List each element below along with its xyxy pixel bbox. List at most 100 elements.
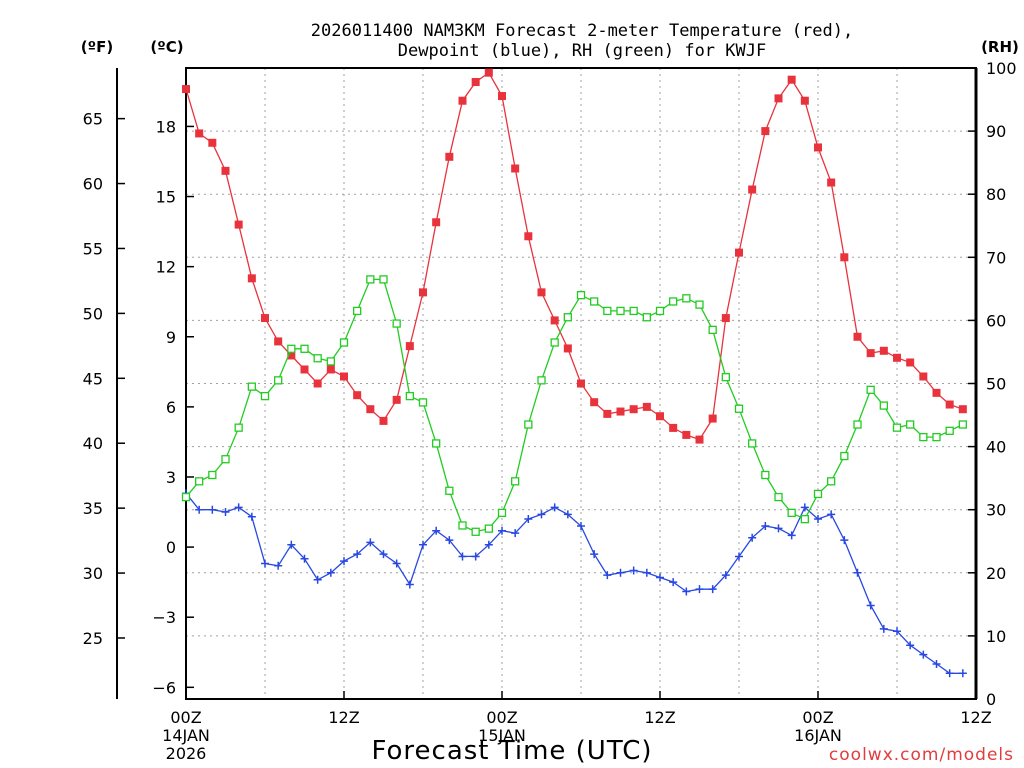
rh-tick-label: 20 (986, 564, 1006, 583)
temperature-point (445, 152, 454, 161)
temperature-point (261, 314, 269, 323)
x-tick-label: 12Z (328, 708, 359, 727)
dewpoint-point (445, 536, 454, 545)
dewpoint-point (458, 552, 467, 561)
dewpoint-point (577, 522, 585, 531)
temperature-point (340, 372, 348, 381)
rh-point (181, 492, 191, 502)
x-axis-label: Forecast Time (UTC) (371, 736, 652, 766)
dewpoint-point (590, 550, 599, 559)
rh-point (247, 382, 256, 391)
temperature-point (656, 412, 664, 421)
rh-point (761, 470, 770, 480)
dewpoint-point (695, 585, 704, 594)
temperature-point (695, 435, 704, 444)
temperature-point (550, 316, 559, 325)
rh-point (892, 423, 902, 432)
dewpoint-point (945, 669, 954, 678)
rh-point (392, 319, 401, 328)
temperature-point (721, 314, 730, 323)
temperature-point (669, 423, 678, 432)
rh-point (734, 404, 744, 413)
dewpoint-point (800, 503, 809, 512)
rh-point (353, 306, 362, 316)
rh-point (932, 432, 941, 442)
temperature-point (893, 353, 901, 362)
dewpoint-point (761, 522, 770, 531)
rh-point (300, 344, 309, 353)
temperature-point (353, 391, 362, 400)
dewpoint-point (208, 505, 217, 514)
celsius-tick-label: 0 (166, 538, 176, 557)
rh-tick-label: 50 (986, 375, 1006, 394)
dewpoint-point (669, 578, 678, 587)
tick-labels: 1815129630−3−665605550454035302510090807… (83, 59, 1017, 763)
rh-point (260, 391, 270, 401)
rh-point (669, 297, 678, 306)
rh-point (432, 439, 441, 448)
temperature-point (537, 288, 546, 297)
rh-point (366, 275, 375, 284)
rh-tick-label: 70 (986, 248, 1006, 267)
temperature-point (642, 402, 651, 411)
rh-tick-label: 10 (986, 627, 1006, 646)
rh-point (234, 423, 243, 432)
temperature-point (866, 349, 875, 358)
temperature-point (761, 127, 770, 136)
dewpoint-point (287, 540, 296, 549)
temperature-point (932, 388, 941, 397)
temperature-point (735, 248, 743, 257)
temperature-point (313, 379, 322, 388)
dewpoint-point (247, 512, 256, 521)
dewpoint-point (853, 568, 862, 577)
rh-tick-label: 60 (986, 311, 1006, 330)
x-tick-date-label: 14JAN (162, 726, 210, 745)
temperature-point (577, 379, 585, 388)
temperature-point (787, 75, 796, 84)
temperature-point (511, 164, 520, 173)
celsius-tick-label: 12 (156, 258, 176, 277)
x-tick-label: 00Z (170, 708, 201, 727)
temperature-point (958, 405, 967, 414)
rh-point (576, 291, 586, 300)
dewpoint-point (893, 627, 901, 636)
celsius-unit-label: (ºC) (150, 38, 183, 56)
temperature-point (603, 409, 612, 418)
rh-point (853, 420, 862, 429)
rh-point (655, 306, 665, 316)
dewpoint-point (550, 503, 559, 512)
rh-point (616, 306, 625, 316)
dewpoint-point (392, 559, 401, 568)
dewpoint-point (261, 559, 269, 568)
rh-point (866, 385, 875, 394)
dewpoint-point (616, 568, 625, 577)
rh-point (603, 306, 612, 316)
dewpoint-point (958, 669, 967, 678)
chart-title-line2: Dewpoint (blue), RH (green) for KWJF (398, 41, 766, 61)
rh-point (840, 451, 849, 461)
fahrenheit-unit-label: (ºF) (81, 38, 113, 56)
temperature-point (432, 218, 441, 227)
dewpoint-point (919, 650, 928, 659)
temperature-point (392, 395, 401, 404)
celsius-tick-label: 6 (166, 398, 176, 417)
dewpoint-point (340, 557, 348, 566)
temperature-point (800, 96, 809, 105)
rh-point (787, 508, 796, 518)
dewpoint-point (682, 587, 691, 596)
rh-point (879, 401, 888, 410)
rh-point (800, 515, 809, 524)
rh-point (906, 420, 915, 429)
rh-point (629, 306, 638, 316)
rh-tick-label: 100 (986, 59, 1017, 78)
rh-point (326, 357, 335, 366)
chart-title-line1: 2026011400 NAM3KM Forecast 2-meter Tempe… (311, 21, 853, 41)
dewpoint-point (774, 524, 783, 533)
temperature-point (458, 96, 467, 105)
fahrenheit-tick-label: 40 (83, 434, 103, 453)
temperature-point (945, 400, 954, 409)
temperature-point (919, 372, 928, 381)
temperature-point (840, 253, 849, 262)
rh-point (945, 426, 954, 435)
credit-label: coolwx.com/models (829, 745, 1014, 765)
